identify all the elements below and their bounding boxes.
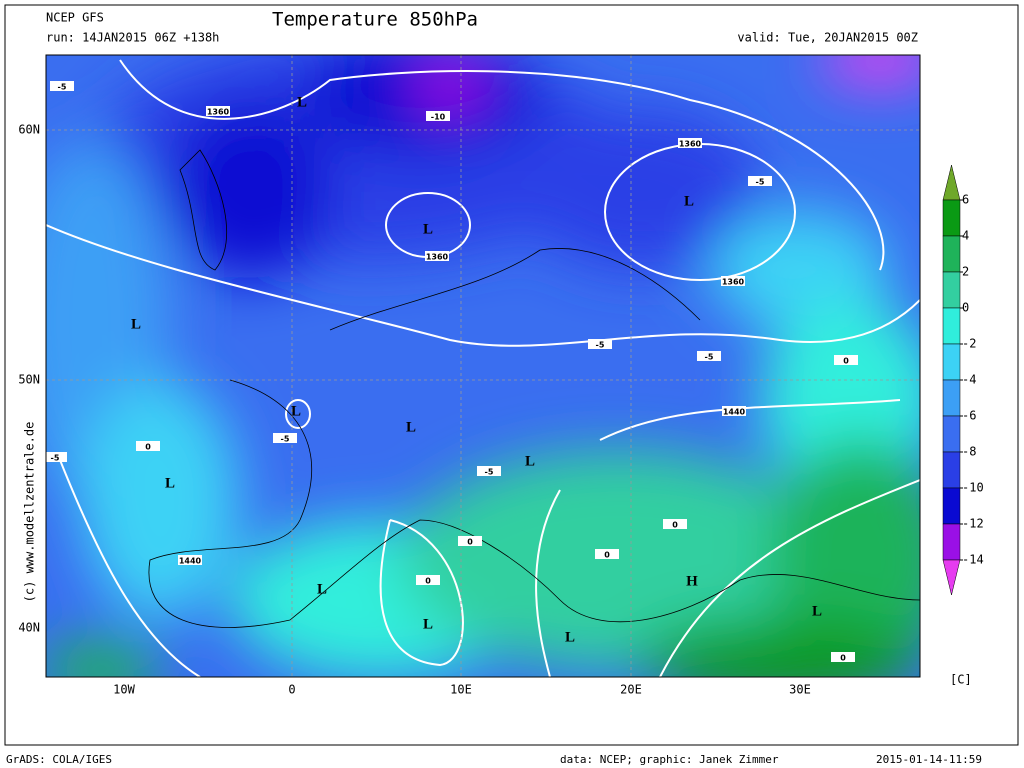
- colorbar-segment: [942, 343, 961, 381]
- colorbar-label: -14: [962, 553, 984, 567]
- contour-label-box: [722, 406, 746, 416]
- contour-label-box: [136, 441, 160, 451]
- contour-label: 1360: [679, 140, 702, 149]
- colorbar-label: 0: [962, 301, 969, 315]
- pressure-center: L: [291, 403, 301, 419]
- contour-label: 0: [604, 551, 610, 560]
- pressure-center: L: [423, 616, 433, 632]
- lon-label: 10E: [450, 683, 472, 697]
- pressure-center: L: [812, 603, 822, 619]
- colorbar-unit: [C]: [950, 673, 972, 687]
- colorbar-segment: [942, 199, 961, 237]
- lon-label: 20E: [620, 683, 642, 697]
- contour-label: -10: [431, 113, 446, 122]
- contour-label-box: [425, 251, 449, 261]
- title: Temperature 850hPa: [272, 9, 478, 31]
- contour-label-box: [663, 519, 687, 529]
- colorbar-label: -4: [962, 373, 976, 387]
- contour-label: 0: [672, 521, 678, 530]
- contour-label-box: [595, 549, 619, 559]
- pressure-center: L: [684, 193, 694, 209]
- contour-label-box: [748, 176, 772, 186]
- colorbar-label: -12: [962, 517, 984, 531]
- valid-time: valid: Tue, 20JAN2015 00Z: [737, 31, 918, 45]
- lat-label: 50N: [18, 373, 40, 387]
- watermark: (c) www.modellzentrale.de: [23, 422, 37, 603]
- pressure-center: L: [297, 94, 307, 110]
- colorbar-label: 2: [962, 265, 969, 279]
- colorbar-segment: [942, 379, 961, 417]
- contour-label-box: [206, 106, 230, 116]
- contour-label: -5: [51, 454, 60, 463]
- pressure-center: L: [406, 419, 416, 435]
- pressure-center: L: [565, 629, 575, 645]
- contour-label-box: [426, 111, 450, 121]
- pressure-center: H: [686, 573, 698, 589]
- colorbar-segment: [942, 307, 961, 345]
- frame: [4, 4, 1019, 746]
- contour-label: -5: [596, 341, 605, 350]
- colorbar-segment: [942, 487, 961, 525]
- colorbar-segment: [942, 523, 961, 561]
- contour-label-box: [697, 351, 721, 361]
- contour-label: 0: [425, 577, 431, 586]
- colorbar-segment: [942, 235, 961, 273]
- contour-label-box: [273, 433, 297, 443]
- lon-label: 30E: [789, 683, 811, 697]
- contour-label-box: [678, 138, 702, 148]
- colorbar-label: -2: [962, 337, 976, 351]
- contour-label-box: [46, 452, 67, 462]
- colorbar-segment: [942, 271, 961, 309]
- pressure-center: L: [317, 581, 327, 597]
- contour-label-box: [834, 355, 858, 365]
- contour-label-box: [477, 466, 501, 476]
- colorbar-label: -8: [962, 445, 976, 459]
- lat-label: 60N: [18, 123, 40, 137]
- pressure-center: L: [165, 475, 175, 491]
- contour-label: 1360: [207, 108, 230, 117]
- run-time: run: 14JAN2015 06Z +138h: [46, 31, 219, 45]
- contour-label: 0: [145, 443, 151, 452]
- lon-label: 10W: [113, 683, 135, 697]
- colorbar-label: -10: [962, 481, 984, 495]
- colorbar-label: 6: [962, 193, 969, 207]
- contour-label-box: [458, 536, 482, 546]
- footer-right: 2015-01-14-11:59: [876, 753, 982, 766]
- pressure-center: L: [423, 221, 433, 237]
- colorbar-label: -6: [962, 409, 976, 423]
- colorbar-arrow-bottom: [942, 559, 961, 596]
- contour-label: 0: [840, 654, 846, 663]
- contour-label-box: [721, 276, 745, 286]
- lat-label: 40N: [18, 621, 40, 635]
- contour-label-box: [178, 555, 202, 565]
- contour-label-box: [588, 339, 612, 349]
- contour-label: -5: [756, 178, 765, 187]
- pressure-center: L: [525, 453, 535, 469]
- model: NCEP GFS: [46, 11, 104, 25]
- contour-label: -5: [705, 353, 714, 362]
- contour-label: 1360: [722, 278, 745, 287]
- pressure-center: L: [131, 316, 141, 332]
- footer-center: data: NCEP; graphic: Janek Zimmer: [560, 753, 779, 766]
- contour-label: 1440: [179, 557, 202, 566]
- contour-label: 1360: [426, 253, 449, 262]
- colorbar-segment: [942, 415, 961, 453]
- map: L L L L L L L L L L L L H 1360 1360 1360 1360 1440 1440 -10…: [46, 55, 920, 677]
- map-border: [45, 54, 921, 678]
- contour-label: -5: [485, 468, 494, 477]
- lon-label: 0: [288, 683, 295, 697]
- contour-label-box: [416, 575, 440, 585]
- contour-label: 1440: [723, 408, 746, 417]
- contour-label: 0: [843, 357, 849, 366]
- colorbar-arrow-top: [942, 164, 961, 201]
- colorbar-segment: [942, 451, 961, 489]
- contour-label: 0: [467, 538, 473, 547]
- contour-label-box: [831, 652, 855, 662]
- contour-label-box: [50, 81, 74, 91]
- footer-left: GrADS: COLA/IGES: [6, 753, 112, 766]
- colorbar-label: 4: [962, 229, 969, 243]
- contour-label: -5: [58, 83, 67, 92]
- contour-label: -5: [281, 435, 290, 444]
